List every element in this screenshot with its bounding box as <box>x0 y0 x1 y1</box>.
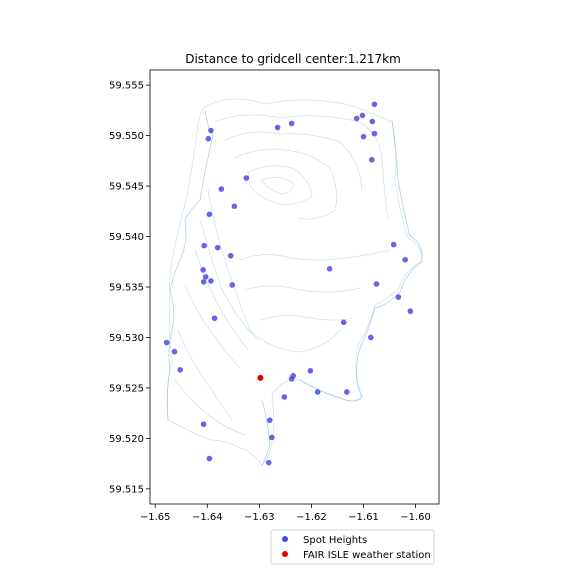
y-tick-label: 59.550 <box>109 131 144 142</box>
y-tick-label: 59.540 <box>109 232 144 243</box>
spot-height-point <box>265 459 272 466</box>
spot-height-point <box>344 389 350 395</box>
spot-height-point <box>288 120 295 127</box>
spot-height-point <box>371 130 378 137</box>
spot-height-point <box>201 242 207 249</box>
y-tick-label: 59.535 <box>109 283 144 294</box>
x-tick-label: −1.62 <box>296 512 327 523</box>
spot-height-point <box>266 417 273 424</box>
spot-height-point <box>243 175 250 181</box>
spot-height-point <box>229 282 236 288</box>
contour-background <box>166 98 423 467</box>
plot-area <box>149 69 440 505</box>
spot-height-point <box>177 366 184 373</box>
spot-height-point <box>200 421 207 428</box>
spot-height-point <box>227 252 234 259</box>
scatter-points <box>163 101 414 466</box>
spot-height-point <box>373 281 380 287</box>
axes-frame <box>149 69 440 505</box>
legend-marker-weather-station <box>282 551 288 557</box>
spot-height-point <box>208 278 214 284</box>
spot-height-point <box>407 308 414 315</box>
spot-height-point <box>163 339 170 346</box>
spot-height-point <box>371 101 378 108</box>
chart-title: Distance to gridcell center:1.217km <box>185 52 401 66</box>
legend-marker-spot-heights <box>282 536 288 542</box>
spot-height-point <box>326 266 333 272</box>
spot-height-point <box>202 274 209 280</box>
legend-label-weather-station: FAIR ISLE weather station <box>303 550 431 561</box>
spot-height-point <box>369 157 375 163</box>
spot-height-point <box>171 348 178 355</box>
x-tick-label: −1.64 <box>192 512 223 523</box>
spot-height-point <box>402 256 408 263</box>
y-tick-label: 59.515 <box>109 484 144 495</box>
spot-height-point <box>206 211 213 218</box>
spot-height-point <box>353 115 360 122</box>
x-axis: −1.65 −1.64 −1.63 −1.62 −1.61 −1.60 <box>140 504 431 523</box>
y-axis: 59.515 59.520 59.525 59.530 59.535 59.540 59.5… <box>109 81 150 495</box>
x-tick-label: −1.65 <box>140 512 171 523</box>
x-tick-label: −1.60 <box>400 512 431 523</box>
spot-height-point <box>208 127 214 134</box>
spot-height-point <box>200 267 206 273</box>
spot-height-point <box>360 133 367 140</box>
x-tick-label: −1.61 <box>348 512 379 523</box>
weather-station-point <box>257 374 264 381</box>
x-tick-label: −1.63 <box>244 512 275 523</box>
spot-height-point <box>231 203 238 210</box>
spot-height-point <box>281 394 288 400</box>
spot-height-point <box>340 319 347 326</box>
y-tick-label: 59.530 <box>109 333 144 344</box>
spot-height-point <box>390 241 397 248</box>
spot-height-point <box>367 334 374 341</box>
spot-height-point <box>369 118 376 125</box>
spot-height-point <box>314 389 321 395</box>
spot-height-point <box>211 315 218 322</box>
legend-box <box>270 529 435 565</box>
spot-height-point <box>205 135 212 142</box>
y-tick-label: 59.555 <box>109 81 144 92</box>
spot-height-point <box>288 376 295 382</box>
spot-height-point <box>274 124 281 131</box>
y-tick-label: 59.520 <box>109 434 144 445</box>
spot-height-point <box>359 112 366 119</box>
legend-label-spot-heights: Spot Heights <box>303 535 367 546</box>
y-tick-label: 59.525 <box>109 383 144 394</box>
spot-height-point <box>269 434 275 441</box>
spot-height-point <box>214 244 221 251</box>
spot-height-point <box>206 455 213 462</box>
spot-height-point <box>395 294 402 300</box>
legend: Spot Heights FAIR ISLE weather station <box>270 529 435 565</box>
spot-height-point <box>218 186 225 192</box>
spot-height-point <box>307 367 314 374</box>
y-tick-label: 59.545 <box>109 182 144 193</box>
spot-height-point <box>200 279 207 285</box>
